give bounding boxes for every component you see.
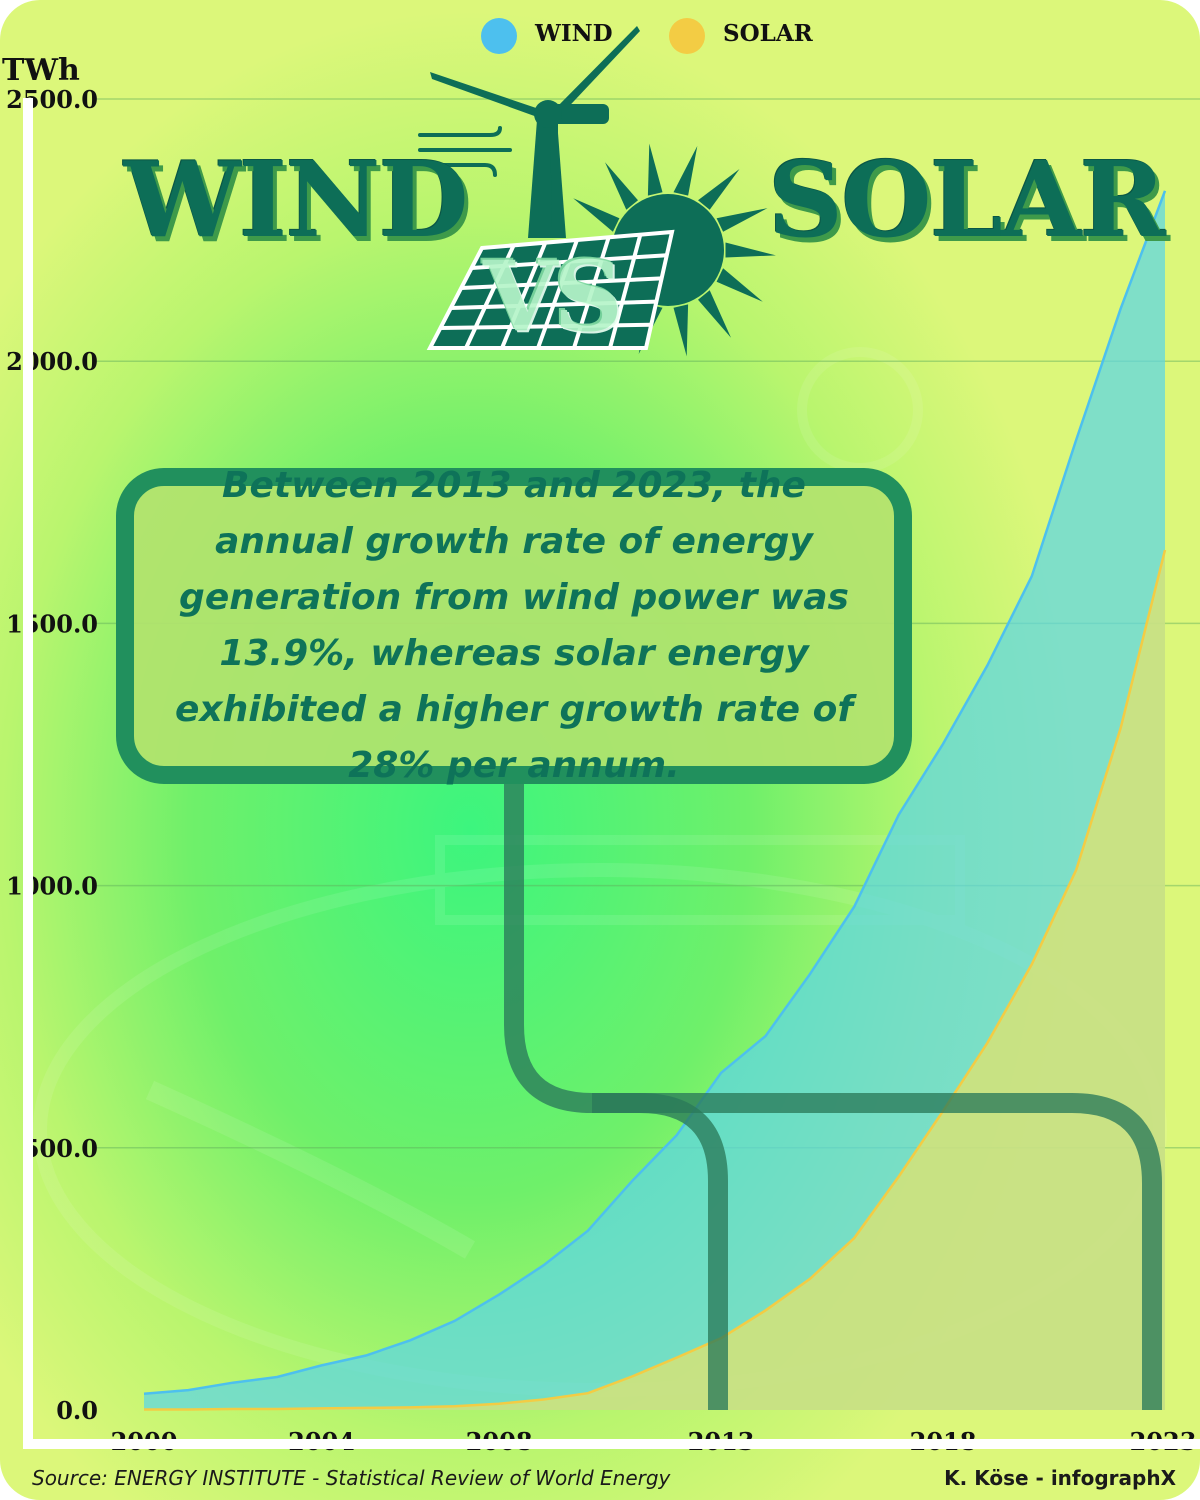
panel-cell-line: [461, 276, 662, 290]
chart-areas: [143, 190, 1167, 1411]
sun-ray: [716, 268, 763, 302]
sun-ray: [673, 146, 698, 196]
source-note: Source: ENERGY INSTITUTE - Statistical R…: [32, 1466, 671, 1490]
line-wind: [143, 190, 1167, 1395]
author-credit: K. Köse - infographX: [944, 1466, 1176, 1490]
panel-cell-line: [608, 234, 643, 349]
title-solar: SOLAR: [768, 138, 1166, 261]
panel-cell-line: [440, 322, 652, 330]
callout-box: Between 2013 and 2023, the annual growth…: [116, 465, 912, 786]
y-tick-label: 1500.0: [6, 609, 98, 638]
panel-cell-line: [572, 236, 611, 349]
callout-text: Between 2013 and 2023, the annual growth…: [174, 465, 854, 786]
panel-cell-line: [450, 299, 657, 310]
y-axis-unit: TWh: [2, 53, 80, 88]
y-axis-ticks: 0.0 500.0 1000.0 1500.0 2000.0 2500.0: [6, 85, 98, 1425]
sun-ray: [698, 169, 740, 210]
solar-panel-icon: [426, 229, 675, 350]
panel-cell-line: [464, 244, 516, 349]
panel-cell-line: [536, 239, 579, 349]
sun-ray: [725, 242, 776, 258]
sun-ray: [573, 198, 620, 232]
legend-dot-wind: [481, 18, 517, 54]
y-tick-label: 1000.0: [6, 872, 98, 901]
title-vs: VS: [483, 240, 623, 353]
y-tick-label: 0.0: [56, 1396, 98, 1425]
y-tick-label: 2000.0: [6, 347, 98, 376]
sun-ray: [647, 143, 663, 196]
panel-cell-line: [471, 253, 667, 270]
sun-ray: [716, 208, 768, 232]
legend-label-solar: SOLAR: [723, 20, 813, 47]
wind-turbine-icon: [418, 26, 640, 238]
sun-ray: [698, 290, 731, 338]
title-wind: WIND: [124, 138, 469, 261]
callout-connector: [504, 784, 1162, 1410]
legend-dot-solar: [669, 18, 705, 54]
legend-label-wind: WIND: [535, 20, 613, 47]
area-solar: [144, 550, 1165, 1410]
sun-ray: [673, 304, 689, 357]
y-tick-label: 2500.0: [6, 85, 98, 114]
panel-cell-line: [500, 241, 548, 349]
line-solar: [144, 549, 1167, 1411]
y-tick-label: 500.0: [23, 1134, 98, 1163]
sun-ray: [605, 162, 638, 210]
